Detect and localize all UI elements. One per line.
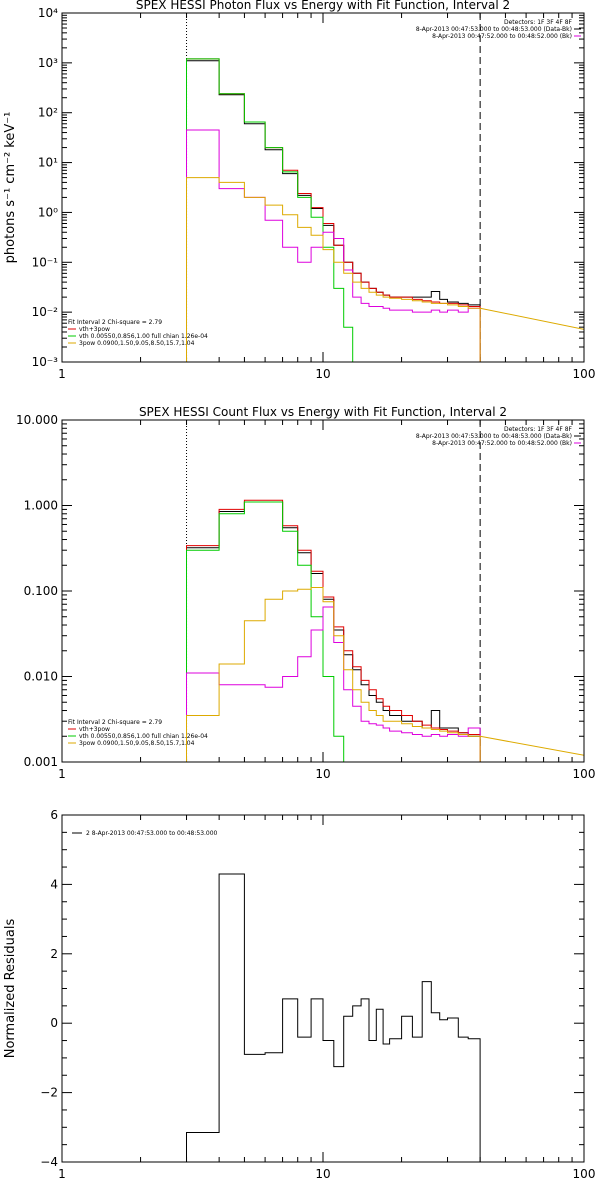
legend-bottom-left-entry: Fit Interval 2 Chi-square = 2.79: [68, 719, 162, 726]
series-0-line: [186, 873, 481, 1162]
x-tick-label: 10: [315, 367, 330, 381]
series-1-line: [186, 58, 481, 362]
x-tick-label: 10: [315, 1167, 330, 1181]
series-0-line: [186, 60, 481, 362]
plot-frame: [61, 419, 585, 763]
legend-top-right-entry: 8-Apr-2013 00:47:52.000 to 00:48:52.000 …: [432, 440, 572, 447]
legend-bottom-left-entry: 3pow 0.0900,1.50,9.05,8.50,15.7,1.04: [79, 740, 195, 747]
legend-top-right-entry: Detectors: 1F 3F 4F 8F: [504, 19, 573, 26]
plot-area: [186, 499, 584, 762]
count-flux-panel: SPEX HESSI Count Flux vs Energy with Fit…: [16, 405, 595, 781]
series-4-line: [186, 177, 481, 362]
legend-top-right-entry: 8-Apr-2013 00:47:52.000 to 00:48:52.000 …: [432, 33, 572, 40]
y-tick-label: 10.000: [16, 413, 58, 427]
x-tick-label: 1: [58, 767, 66, 781]
y-tick-label: 10¹: [38, 156, 58, 170]
series-2-line: [186, 501, 345, 762]
legend-bottom-left-entry: vth+3pow: [79, 326, 110, 333]
legend-top-left-entry: 2 8-Apr-2013 00:47:53.000 to 00:48:53.00…: [86, 830, 218, 837]
chart-title: SPEX HESSI Count Flux vs Energy with Fit…: [139, 405, 507, 419]
chart-title: SPEX HESSI Photon Flux vs Energy with Fi…: [136, 0, 510, 12]
y-tick-label: 10⁴: [38, 6, 58, 20]
legend-top-right-entry: 8-Apr-2013 00:47:53.000 to 00:48:53.000 …: [416, 26, 572, 33]
y-tick-label: 10⁻³: [32, 355, 59, 369]
series-2-line: [186, 58, 354, 362]
x-tick-label: 100: [573, 1167, 596, 1181]
plot-frame: [61, 814, 585, 1163]
legend-bottom-left-entry: Fit Interval 2 Chi-square = 2.79: [68, 319, 162, 326]
residuals-panel: 1 10 100 −4 −2 0 2 4 6 Normalized Residuals 2 8-Ap…: [3, 808, 595, 1181]
series-5-line: [480, 307, 584, 330]
series-1-line: [186, 499, 481, 762]
series-5-line: [480, 735, 584, 756]
y-axis-label: Normalized Residuals: [3, 919, 18, 1059]
y-tick-label: 10⁻¹: [32, 255, 59, 269]
series-3-line: [186, 606, 481, 762]
legend-bottom-left-entry: 3pow 0.0900,1.50,9.05,8.50,15.7,1.04: [79, 340, 195, 347]
x-tick-label: 1: [58, 367, 66, 381]
plot-frame: [61, 12, 585, 363]
y-tick-label: 10²: [38, 106, 58, 120]
plot-area: [186, 58, 584, 362]
y-tick-label: 10³: [38, 56, 58, 70]
legend-bottom-left-entry: vth 0.00550,0.856,1.00 full chian 1.26e-…: [79, 733, 208, 740]
y-tick-label: −4: [40, 1155, 58, 1169]
y-tick-label: 10⁻²: [32, 305, 59, 319]
y-tick-label: −2: [40, 1086, 58, 1100]
y-tick-label: 1.000: [24, 499, 58, 513]
plot-area: [186, 873, 481, 1162]
y-tick-label: 0.001: [24, 755, 58, 769]
y-tick-label: 0.100: [24, 584, 58, 598]
series-3-line: [186, 129, 481, 362]
legend-bottom-left-entry: vth 0.00550,0.856,1.00 full chian 1.26e-…: [79, 333, 208, 340]
legend-top-right-entry: 8-Apr-2013 00:47:53.000 to 00:48:53.000 …: [416, 433, 572, 440]
legend-bottom-left-entry: vth+3pow: [79, 726, 110, 733]
x-tick-label: 100: [573, 367, 596, 381]
y-tick-label: 4: [50, 877, 58, 891]
y-tick-label: 6: [50, 808, 58, 822]
y-axis-label: photons s⁻¹ cm⁻² keV⁻¹: [3, 112, 18, 264]
series-4-line: [186, 587, 481, 762]
y-tick-label: 0.010: [24, 670, 58, 684]
x-tick-label: 10: [315, 767, 330, 781]
photon-flux-panel: SPEX HESSI Photon Flux vs Energy with Fi…: [3, 0, 595, 381]
legend-top-right-entry: Detectors: 1F 3F 4F 8F: [504, 426, 573, 433]
y-tick-label: 0: [50, 1016, 58, 1030]
x-tick-label: 1: [58, 1167, 66, 1181]
y-tick-label: 2: [50, 947, 58, 961]
y-tick-label: 10⁰: [38, 205, 58, 219]
x-tick-label: 100: [573, 767, 596, 781]
